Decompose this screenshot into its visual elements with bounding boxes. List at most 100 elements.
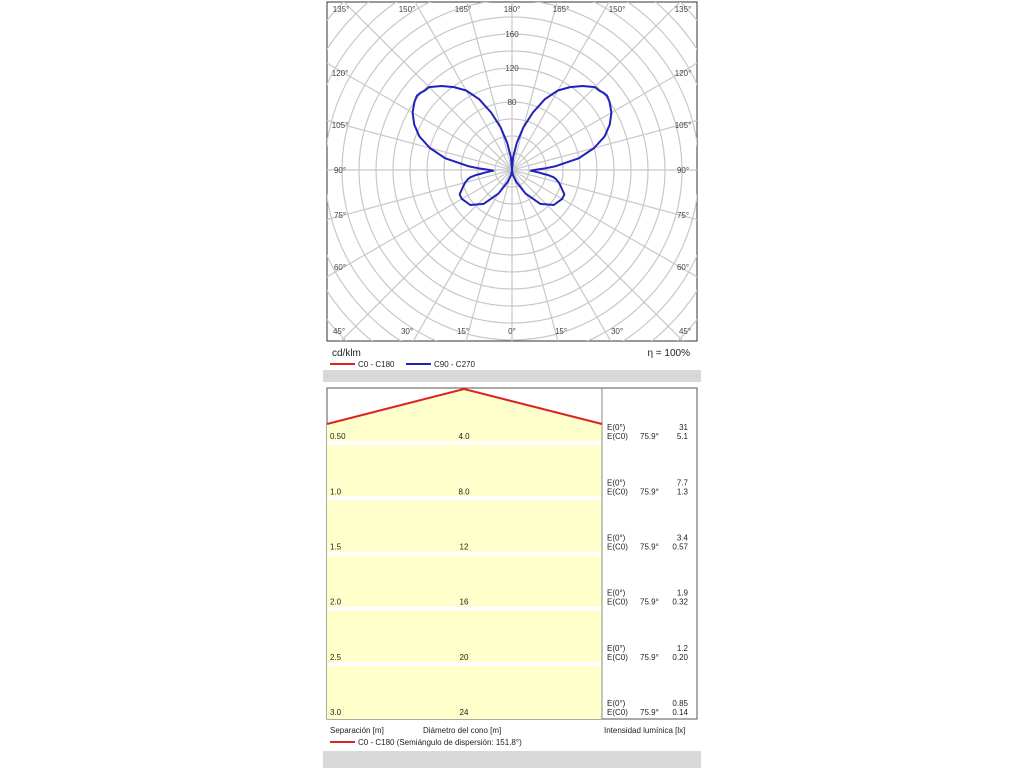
polar-grid-spoke xyxy=(466,2,513,171)
separator-band-top xyxy=(323,370,701,382)
polar-grid-spoke xyxy=(340,169,513,341)
cone-ec0-label: E(C0) xyxy=(607,708,628,717)
intensity-axis-label: Intensidad lumínica [lx] xyxy=(604,726,685,735)
cone-ec0-label: E(C0) xyxy=(607,543,628,552)
cone-ec0-value: 1.3 xyxy=(677,487,689,496)
cone-e0-label: E(0°) xyxy=(607,589,626,598)
polar-grid-spoke xyxy=(414,2,513,171)
polar-grid-spoke xyxy=(511,2,681,171)
separator-band-bottom xyxy=(323,751,701,768)
polar-grid-spoke xyxy=(511,62,697,171)
cone-ec0-value: 0.14 xyxy=(672,708,688,717)
polar-grid-spoke xyxy=(465,169,513,341)
polar-grid-spoke xyxy=(327,62,513,171)
angle-label-right: 120° xyxy=(675,69,692,78)
cone-ec0-label: E(C0) xyxy=(607,432,628,441)
angle-label-bottom: 30° xyxy=(611,327,623,336)
radial-tick-label: 160 xyxy=(505,30,519,39)
angle-label-right: 105° xyxy=(675,121,692,130)
cone-e0-value: 7.7 xyxy=(677,478,689,487)
angle-label-right: 90° xyxy=(677,166,689,175)
cone-ec0-value: 5.1 xyxy=(677,432,689,441)
polar-grid-spoke xyxy=(511,119,697,171)
polar-grid-spoke xyxy=(511,169,559,341)
legend-c0-label: C0 - C180 xyxy=(358,360,395,369)
cone-e0-label: E(0°) xyxy=(607,644,626,653)
cone-ec0-label: E(C0) xyxy=(607,487,628,496)
cone-separation-value: 0.50 xyxy=(330,432,346,441)
cone-diameter-value: 16 xyxy=(460,598,469,607)
polar-grid-spoke xyxy=(327,119,513,171)
cone-angle-value: 75.9° xyxy=(640,543,659,552)
polar-grid-spoke xyxy=(511,2,558,171)
cone-angle-value: 75.9° xyxy=(640,487,659,496)
angle-label-bottom: 0° xyxy=(508,327,516,336)
cone-e0-value: 1.2 xyxy=(677,644,689,653)
polar-grid-spoke xyxy=(343,2,513,171)
angle-label-bottom: 15° xyxy=(457,327,469,336)
polar-curves xyxy=(411,85,613,206)
angle-label-right: 60° xyxy=(677,263,689,272)
polar-grid xyxy=(327,2,697,341)
efficiency-label: η = 100% xyxy=(647,348,690,359)
cone-separation-value: 1.5 xyxy=(330,543,342,552)
unit-label: cd/klm xyxy=(332,348,361,359)
cone-text: 0.50 4.0 E(0°) 31 E(C0) 75.9° 5.1 1.0 8.0 E(0°) 7.… xyxy=(330,423,689,717)
cone-angle-value: 75.9° xyxy=(640,653,659,662)
polar-grid-spoke xyxy=(511,2,610,171)
separation-axis-label: Separación [m] xyxy=(330,726,384,735)
diameter-axis-label: Diámetro del cono [m] xyxy=(423,726,501,735)
angle-label-left: 105° xyxy=(332,121,349,130)
polar-curve-c90-c270 xyxy=(411,85,613,206)
radial-tick-label: 80 xyxy=(508,98,517,107)
cone-separation-value: 1.0 xyxy=(330,487,342,496)
cone-legend-label: C0 - C180 (Semiángulo de dispersión: 151… xyxy=(358,738,522,747)
cone-angle-value: 75.9° xyxy=(640,432,659,441)
radial-tick-label: 120 xyxy=(505,64,519,73)
polar-grid-spoke xyxy=(511,169,697,278)
cone-diameter-value: 24 xyxy=(460,708,469,717)
cone-ec0-value: 0.57 xyxy=(672,543,688,552)
angle-label-top: 165° xyxy=(553,5,570,14)
angle-label-top: 150° xyxy=(609,5,626,14)
cone-e0-value: 31 xyxy=(679,423,688,432)
polar-grid-spoke xyxy=(511,169,612,341)
legend-c90-label: C90 - C270 xyxy=(434,360,475,369)
cone-separation-value: 2.5 xyxy=(330,653,342,662)
polar-grid-spoke xyxy=(327,169,513,221)
polar-grid-spoke xyxy=(511,169,684,341)
angle-label-bottom: 45° xyxy=(679,327,691,336)
cone-separation-value: 2.0 xyxy=(330,598,342,607)
cone-diameter-value: 4.0 xyxy=(458,432,470,441)
angle-label-right: 75° xyxy=(677,211,689,220)
polar-grid-spoke xyxy=(412,169,513,341)
angle-label-left: 75° xyxy=(334,211,346,220)
cone-ec0-label: E(C0) xyxy=(607,653,628,662)
cone-ec0-value: 0.32 xyxy=(672,598,688,607)
angle-label-left: 90° xyxy=(334,166,346,175)
cone-diameter-value: 20 xyxy=(460,653,469,662)
angle-label-left: 120° xyxy=(332,69,349,78)
cone-e0-label: E(0°) xyxy=(607,423,626,432)
cone-e0-value: 1.9 xyxy=(677,589,689,598)
cone-angle-value: 75.9° xyxy=(640,598,659,607)
angle-label-top: 150° xyxy=(399,5,416,14)
cone-diameter-value: 8.0 xyxy=(458,487,470,496)
cone-diameter-value: 12 xyxy=(460,543,469,552)
angle-label-bottom: 15° xyxy=(555,327,567,336)
angle-label-left: 60° xyxy=(334,263,346,272)
polar-grid-spoke xyxy=(511,169,697,221)
angle-label-top: 165° xyxy=(455,5,472,14)
cone-body xyxy=(326,387,698,720)
cone-angle-value: 75.9° xyxy=(640,708,659,717)
cone-diagram: 0.50 4.0 E(0°) 31 E(C0) 75.9° 5.1 1.0 8.0 E(0°) 7.… xyxy=(326,387,698,747)
cone-ec0-label: E(C0) xyxy=(607,598,628,607)
polar-labels: 80 120 160 135° 150° 165° 180° 165° 150° 135° 45° 3… xyxy=(332,5,692,336)
cone-ec0-value: 0.20 xyxy=(672,653,688,662)
angle-label-top: 180° xyxy=(504,5,521,14)
polar-grid-spoke xyxy=(327,169,513,278)
angle-label-bottom: 30° xyxy=(401,327,413,336)
cone-e0-label: E(0°) xyxy=(607,534,626,543)
cone-e0-label: E(0°) xyxy=(607,478,626,487)
cone-e0-value: 0.85 xyxy=(672,699,688,708)
